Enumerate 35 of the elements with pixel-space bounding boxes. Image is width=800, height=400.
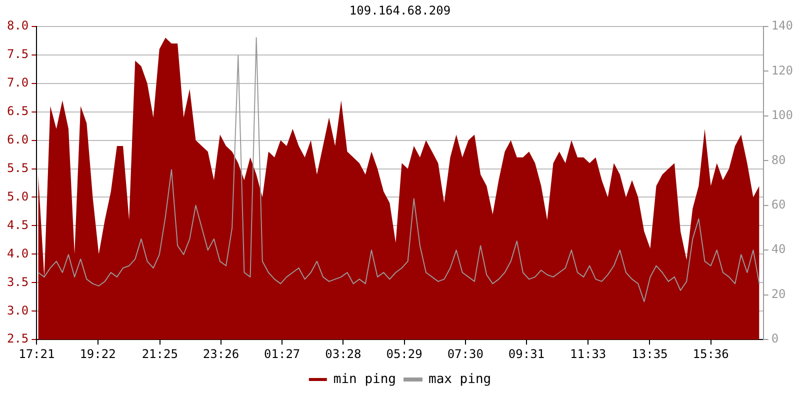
y-tick-label: 7.5 bbox=[6, 47, 29, 61]
x-tick-label: 21:25 bbox=[142, 346, 178, 361]
y-tick-label: 2.5 bbox=[6, 332, 29, 346]
y-tick-label: 7.0 bbox=[6, 75, 29, 90]
y-tick-label: 3.0 bbox=[6, 303, 29, 318]
legend-label: min ping bbox=[333, 372, 396, 387]
chart-title: 109.164.68.209 bbox=[349, 3, 451, 18]
x-tick-label: 13:35 bbox=[632, 346, 668, 361]
x-tick-label: 17:21 bbox=[18, 346, 55, 361]
y-tick-label: 6.5 bbox=[6, 104, 29, 118]
y-tick-label: 4.0 bbox=[6, 246, 29, 260]
y-tick-label: 5.0 bbox=[6, 189, 29, 204]
x-tick-label: 09:31 bbox=[508, 346, 545, 361]
y2-tick-label: 140 bbox=[771, 18, 794, 33]
x-tick-label: 15:36 bbox=[692, 346, 729, 361]
x-tick-label: 23:26 bbox=[202, 346, 240, 361]
y2-tick-label: 100 bbox=[771, 108, 794, 122]
legend-label: max ping bbox=[428, 372, 492, 387]
x-tick-label: 01:27 bbox=[264, 346, 300, 361]
y2-tick-label: 0 bbox=[771, 332, 779, 346]
y-tick-label: 4.5 bbox=[6, 218, 29, 232]
x-tick-label: 03:28 bbox=[325, 346, 362, 361]
x-tick-label: 19:22 bbox=[80, 346, 116, 361]
y-tick-label: 6.0 bbox=[6, 132, 29, 146]
y2-tick-label: 120 bbox=[771, 63, 794, 78]
y2-tick-label: 80 bbox=[771, 152, 786, 167]
y-tick-label: 3.5 bbox=[6, 274, 29, 289]
y2-tick-label: 60 bbox=[771, 197, 786, 212]
y-tick-label: 5.5 bbox=[6, 160, 29, 175]
x-tick-label: 11:33 bbox=[570, 346, 606, 361]
y-tick-label: 8.0 bbox=[6, 18, 29, 33]
x-tick-label: 07:30 bbox=[447, 346, 484, 361]
y2-tick-label: 20 bbox=[771, 286, 786, 301]
x-tick-label: 05:29 bbox=[386, 346, 422, 361]
y2-tick-label: 40 bbox=[771, 242, 786, 256]
